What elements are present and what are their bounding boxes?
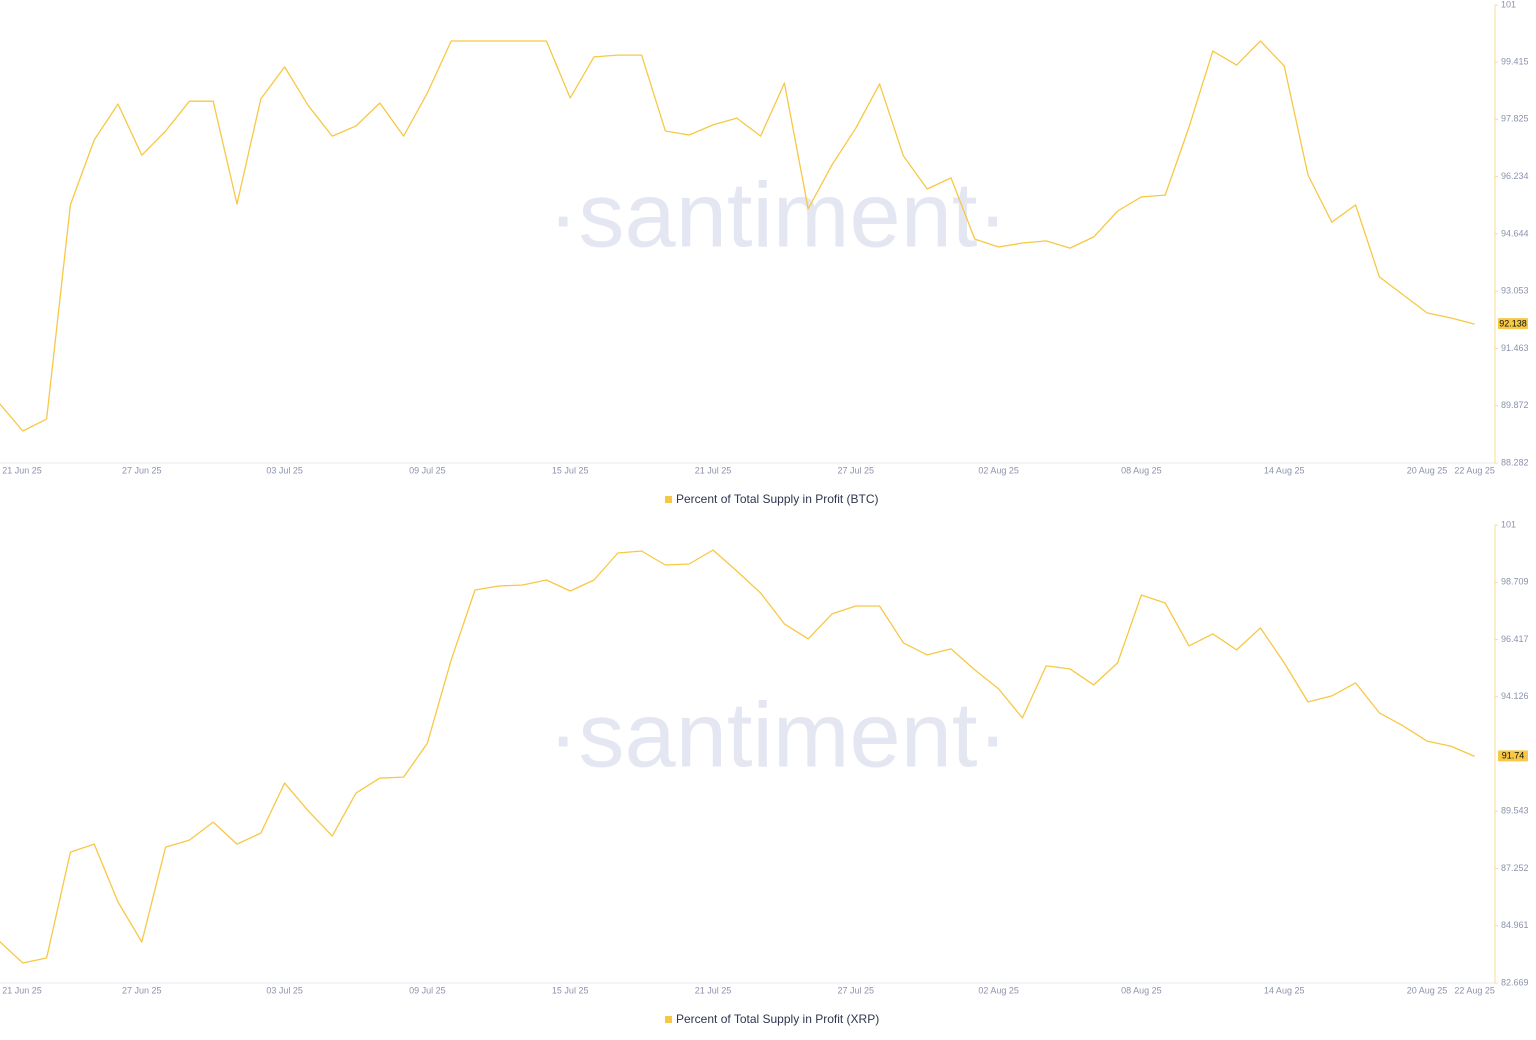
x-tick-label: 27 Jun 25 xyxy=(122,465,162,475)
x-tick-label: 15 Jul 25 xyxy=(552,465,589,475)
x-tick-label: 08 Aug 25 xyxy=(1121,465,1162,475)
x-tick-label: 20 Aug 25 xyxy=(1407,985,1448,995)
legend-swatch xyxy=(665,1016,672,1023)
y-tick-label: 91.463 xyxy=(1501,343,1529,353)
x-tick-label: 27 Jul 25 xyxy=(838,985,875,995)
y-tick-label: 84.961 xyxy=(1501,920,1529,930)
x-tick-label: 09 Jul 25 xyxy=(409,985,446,995)
last-value-badge xyxy=(1498,750,1528,762)
x-tick-label: 14 Aug 25 xyxy=(1264,465,1305,475)
x-tick-label: 21 Jun 25 xyxy=(2,985,42,995)
legend-label: Percent of Total Supply in Profit (XRP) xyxy=(676,1012,879,1026)
x-tick-label: 15 Jul 25 xyxy=(552,985,589,995)
y-tick-label: 94.126 xyxy=(1501,691,1529,701)
y-tick-label: 96.234 xyxy=(1501,171,1529,181)
x-tick-label: 21 Jul 25 xyxy=(695,465,732,475)
last-value-label: 92.138 xyxy=(1499,319,1527,329)
y-tick-label: 99.415 xyxy=(1501,56,1529,66)
x-tick-label: 09 Jul 25 xyxy=(409,465,446,475)
x-tick-label: 22 Aug 25 xyxy=(1454,985,1495,995)
x-tick-label: 03 Jul 25 xyxy=(266,465,303,475)
x-tick-label: 20 Aug 25 xyxy=(1407,465,1448,475)
y-tick-label: 96.417 xyxy=(1501,634,1529,644)
x-tick-label: 08 Aug 25 xyxy=(1121,985,1162,995)
y-tick-label: 89.543 xyxy=(1501,806,1529,816)
x-tick-label: 27 Jun 25 xyxy=(122,985,162,995)
data-line xyxy=(0,549,1475,964)
y-tick-label: 93.053 xyxy=(1501,286,1529,296)
x-tick-label: 02 Aug 25 xyxy=(978,465,1019,475)
data-line xyxy=(0,40,1475,432)
x-tick-label: 02 Aug 25 xyxy=(978,985,1019,995)
y-tick-label: 94.644 xyxy=(1501,228,1529,238)
watermark: ·santiment· xyxy=(548,684,1008,786)
watermark: ·santiment· xyxy=(548,164,1008,266)
y-tick-label: 89.872 xyxy=(1501,400,1529,410)
legend-label: Percent of Total Supply in Profit (BTC) xyxy=(676,492,879,506)
y-tick-label: 101 xyxy=(1501,0,1516,9)
last-value-badge xyxy=(1498,318,1528,330)
x-tick-label: 22 Aug 25 xyxy=(1454,465,1495,475)
y-tick-label: 88.282 xyxy=(1501,457,1529,467)
last-value-label: 91.74 xyxy=(1502,751,1525,761)
x-tick-label: 27 Jul 25 xyxy=(838,465,875,475)
x-tick-label: 21 Jul 25 xyxy=(695,985,732,995)
y-tick-label: 97.825 xyxy=(1501,114,1529,124)
x-tick-label: 03 Jul 25 xyxy=(266,985,303,995)
chart: ·santiment· 88.282 89.872 91.463 93.053 94.64… xyxy=(0,0,1529,506)
y-tick-label: 101 xyxy=(1501,519,1516,529)
y-tick-label: 98.709 xyxy=(1501,577,1529,587)
x-tick-label: 21 Jun 25 xyxy=(2,465,42,475)
y-tick-label: 82.669 xyxy=(1501,977,1529,987)
x-tick-label: 14 Aug 25 xyxy=(1264,985,1305,995)
y-tick-label: 87.252 xyxy=(1501,863,1529,873)
chart: ·santiment· 82.669 84.961 87.252 89.543 94.12… xyxy=(0,519,1529,1026)
legend-swatch xyxy=(665,496,672,503)
